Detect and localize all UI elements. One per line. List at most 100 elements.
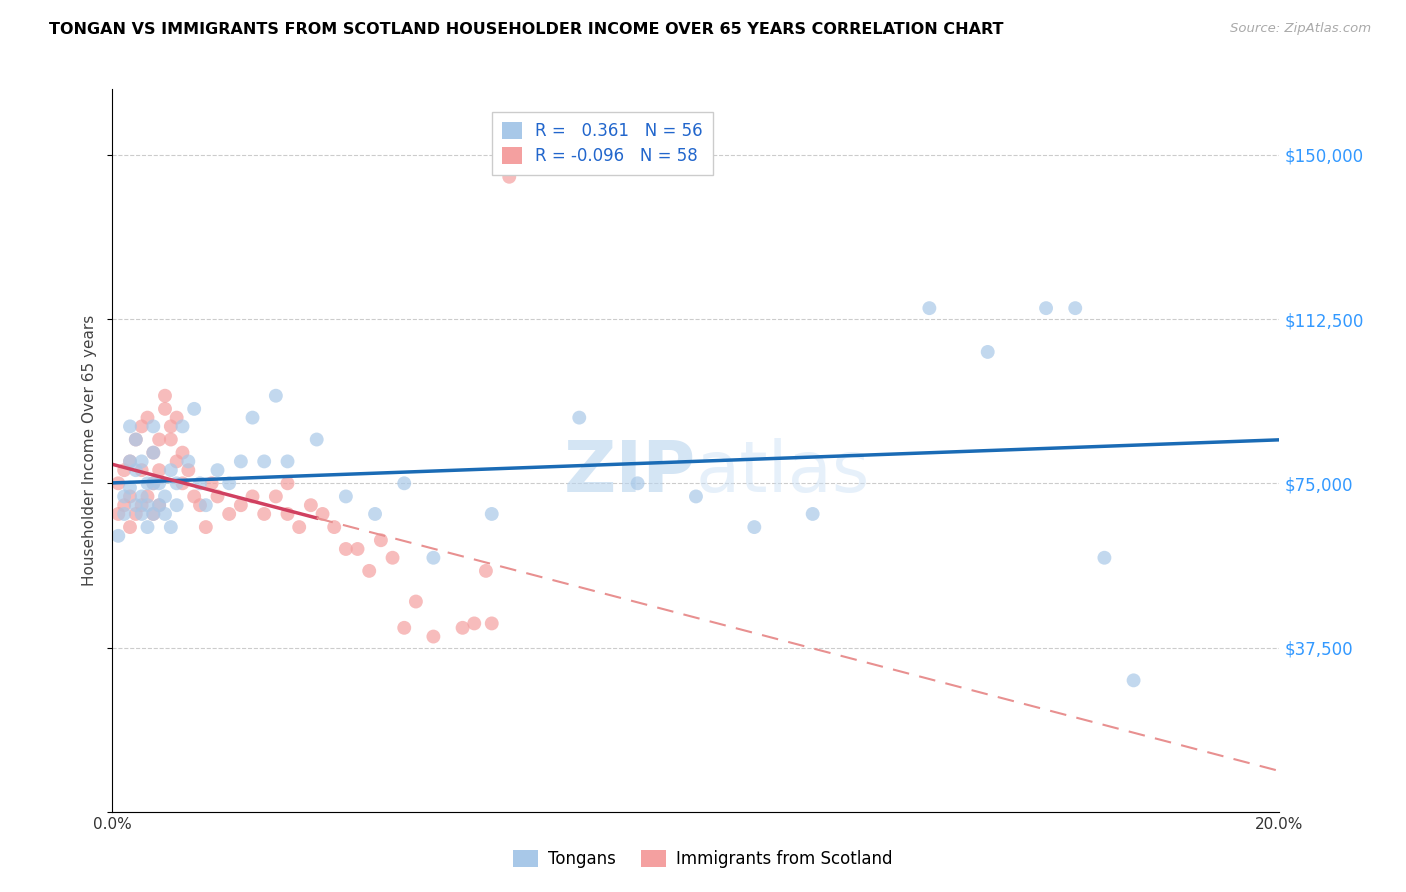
Point	[125, 433, 148, 447]
Point	[394, 621, 416, 635]
Point	[142, 445, 165, 459]
Y-axis label: Householder Income Over 65 years: Householder Income Over 65 years	[82, 315, 97, 586]
Point	[475, 564, 498, 578]
Point	[742, 520, 765, 534]
Point	[253, 507, 276, 521]
Point	[194, 498, 217, 512]
Point	[188, 476, 211, 491]
Point	[253, 454, 276, 468]
Point	[918, 301, 941, 315]
Point	[218, 476, 240, 491]
Point	[125, 507, 148, 521]
Point	[288, 520, 311, 534]
Point	[976, 345, 998, 359]
Point	[136, 476, 159, 491]
Point	[364, 507, 387, 521]
Point	[142, 507, 165, 521]
Text: ZIP: ZIP	[564, 438, 696, 507]
Point	[136, 490, 159, 504]
Point	[118, 520, 141, 534]
Point	[1035, 301, 1057, 315]
Point	[118, 419, 141, 434]
Point	[370, 533, 392, 548]
Text: atlas: atlas	[696, 438, 870, 507]
Point	[183, 401, 205, 416]
Point	[148, 498, 170, 512]
Point	[131, 490, 153, 504]
Point	[148, 498, 170, 512]
Point	[112, 498, 135, 512]
Point	[107, 476, 129, 491]
Point	[153, 401, 176, 416]
Point	[118, 490, 141, 504]
Point	[394, 476, 416, 491]
Point	[264, 490, 287, 504]
Point	[153, 490, 176, 504]
Point	[276, 454, 298, 468]
Point	[801, 507, 824, 521]
Point	[112, 490, 135, 504]
Point	[131, 463, 153, 477]
Point	[422, 630, 444, 644]
Point	[218, 507, 240, 521]
Text: Source: ZipAtlas.com: Source: ZipAtlas.com	[1230, 22, 1371, 36]
Point	[481, 616, 503, 631]
Point	[125, 463, 148, 477]
Point	[177, 463, 200, 477]
Point	[323, 520, 346, 534]
Point	[568, 410, 591, 425]
Point	[264, 389, 287, 403]
Point	[118, 454, 141, 468]
Point	[207, 463, 229, 477]
Point	[335, 541, 357, 556]
Point	[136, 520, 159, 534]
Point	[118, 454, 141, 468]
Point	[422, 550, 444, 565]
Point	[359, 564, 381, 578]
Point	[451, 621, 474, 635]
Point	[142, 445, 165, 459]
Point	[131, 507, 153, 521]
Point	[305, 433, 328, 447]
Point	[172, 445, 194, 459]
Point	[188, 498, 211, 512]
Point	[276, 507, 298, 521]
Point	[201, 476, 224, 491]
Point	[172, 419, 194, 434]
Point	[183, 490, 205, 504]
Point	[194, 520, 217, 534]
Point	[1064, 301, 1087, 315]
Point	[131, 419, 153, 434]
Point	[498, 169, 520, 184]
Point	[107, 507, 129, 521]
Point	[166, 410, 188, 425]
Point	[1094, 550, 1116, 565]
Point	[131, 454, 153, 468]
Point	[148, 433, 170, 447]
Point	[299, 498, 322, 512]
Point	[229, 454, 252, 468]
Point	[160, 433, 183, 447]
Point	[125, 498, 148, 512]
Point	[125, 433, 148, 447]
Point	[166, 454, 188, 468]
Point	[160, 463, 183, 477]
Point	[685, 490, 707, 504]
Point	[160, 419, 183, 434]
Point	[112, 463, 135, 477]
Text: TONGAN VS IMMIGRANTS FROM SCOTLAND HOUSEHOLDER INCOME OVER 65 YEARS CORRELATION : TONGAN VS IMMIGRANTS FROM SCOTLAND HOUSE…	[49, 22, 1004, 37]
Point	[229, 498, 252, 512]
Point	[481, 507, 503, 521]
Point	[142, 507, 165, 521]
Point	[160, 520, 183, 534]
Point	[136, 498, 159, 512]
Point	[148, 463, 170, 477]
Point	[627, 476, 650, 491]
Point	[118, 481, 141, 495]
Point	[153, 507, 176, 521]
Point	[463, 616, 485, 631]
Point	[172, 476, 194, 491]
Point	[107, 529, 129, 543]
Point	[1122, 673, 1144, 688]
Point	[153, 389, 176, 403]
